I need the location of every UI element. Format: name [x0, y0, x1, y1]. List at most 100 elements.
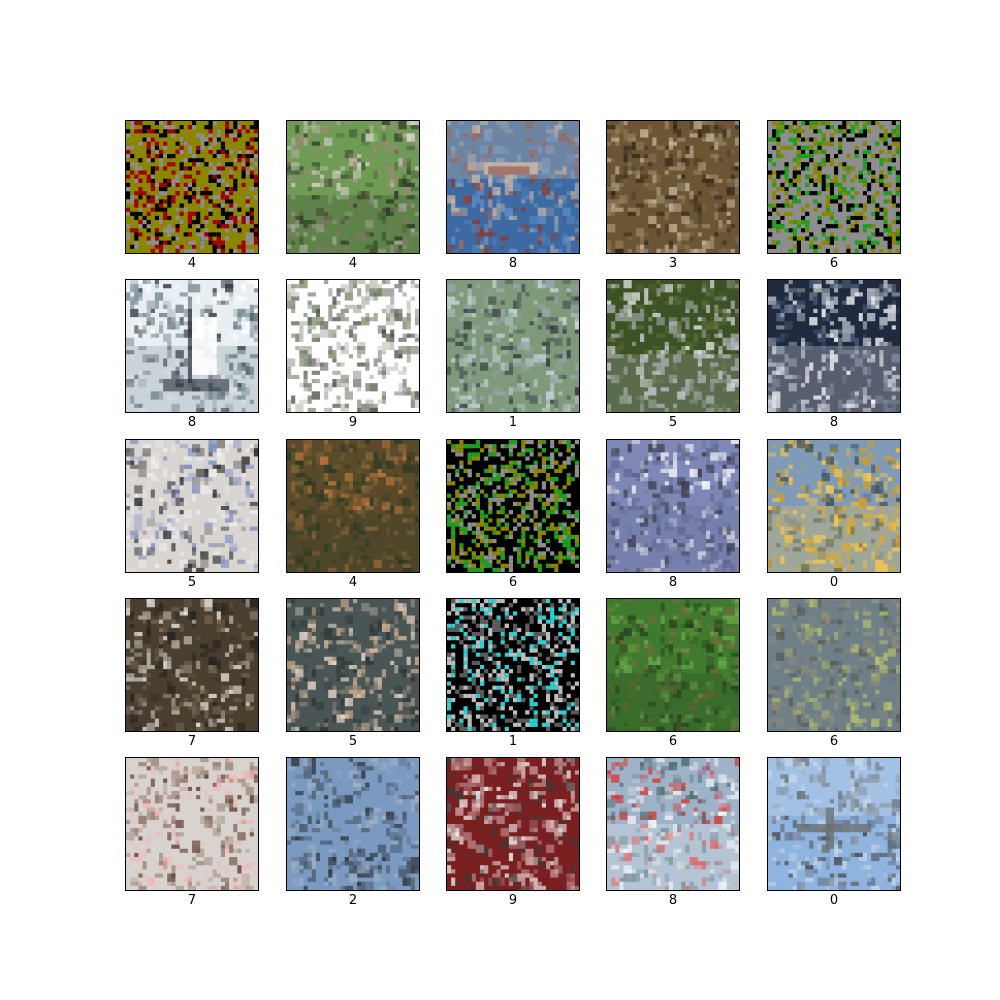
thumbnail-art	[768, 121, 900, 253]
image-class-label: 0	[829, 893, 839, 908]
thumbnail-art	[126, 599, 258, 731]
image-tile: 8	[446, 120, 580, 280]
image-class-label: 5	[187, 575, 197, 590]
thumbnail-art	[287, 440, 419, 572]
image-thumbnail	[125, 439, 259, 573]
image-class-label: 8	[187, 415, 197, 430]
image-thumbnail	[286, 439, 420, 573]
image-thumbnail	[446, 598, 580, 732]
image-tile: 8	[606, 439, 740, 599]
image-tile: 8	[767, 279, 901, 439]
image-thumbnail	[286, 279, 420, 413]
thumbnail-art	[287, 599, 419, 731]
image-tile: 6	[606, 598, 740, 758]
thumbnail-art	[447, 758, 579, 890]
image-thumbnail	[606, 757, 740, 891]
image-tile: 1	[446, 598, 580, 758]
image-class-label: 8	[508, 256, 518, 271]
image-thumbnail	[286, 598, 420, 732]
image-thumbnail	[606, 120, 740, 254]
image-thumbnail	[125, 120, 259, 254]
image-thumbnail	[125, 279, 259, 413]
image-tile: 6	[767, 598, 901, 758]
image-class-label: 5	[668, 415, 678, 430]
image-thumbnail	[286, 120, 420, 254]
image-thumbnail	[767, 120, 901, 254]
thumbnail-art	[768, 280, 900, 412]
thumbnail-art	[768, 440, 900, 572]
thumbnail-art	[607, 280, 739, 412]
image-class-label: 8	[829, 415, 839, 430]
image-class-label: 6	[829, 734, 839, 749]
image-class-label: 1	[508, 415, 518, 430]
image-class-label: 5	[348, 734, 358, 749]
image-class-label: 1	[508, 734, 518, 749]
image-tile: 1	[446, 279, 580, 439]
image-tile: 5	[286, 598, 420, 758]
image-tile: 9	[286, 279, 420, 439]
image-tile: 8	[125, 279, 259, 439]
image-class-label: 6	[829, 256, 839, 271]
image-tile: 3	[606, 120, 740, 280]
image-thumbnail	[606, 279, 740, 413]
image-class-label: 4	[348, 256, 358, 271]
image-class-label: 7	[187, 734, 197, 749]
image-thumbnail	[446, 279, 580, 413]
image-tile: 5	[606, 279, 740, 439]
image-tile: 4	[125, 120, 259, 280]
thumbnail-art	[126, 121, 258, 253]
image-tile: 4	[286, 120, 420, 280]
image-tile: 6	[767, 120, 901, 280]
image-thumbnail	[446, 757, 580, 891]
image-tile: 4	[286, 439, 420, 599]
image-thumbnail	[286, 757, 420, 891]
image-tile: 0	[767, 439, 901, 599]
thumbnail-art	[126, 280, 258, 412]
thumbnail-art	[607, 440, 739, 572]
thumbnail-art	[126, 758, 258, 890]
image-class-label: 7	[187, 893, 197, 908]
image-tile: 0	[767, 757, 901, 917]
image-class-label: 6	[508, 575, 518, 590]
image-thumbnail	[767, 757, 901, 891]
image-class-label: 8	[668, 893, 678, 908]
image-thumbnail	[446, 439, 580, 573]
thumbnail-art	[607, 758, 739, 890]
thumbnail-art	[768, 758, 900, 890]
image-tile: 6	[446, 439, 580, 599]
image-class-label: 4	[348, 575, 358, 590]
image-thumbnail	[767, 279, 901, 413]
image-tile: 9	[446, 757, 580, 917]
thumbnail-art	[287, 758, 419, 890]
image-thumbnail	[606, 598, 740, 732]
thumbnail-art	[607, 121, 739, 253]
image-tile: 5	[125, 439, 259, 599]
thumbnail-art	[126, 440, 258, 572]
image-thumbnail	[767, 598, 901, 732]
image-thumbnail	[125, 598, 259, 732]
image-class-label: 0	[829, 575, 839, 590]
thumbnail-art	[447, 599, 579, 731]
image-thumbnail	[606, 439, 740, 573]
image-class-label: 9	[348, 415, 358, 430]
thumbnail-art	[287, 280, 419, 412]
image-class-label: 4	[187, 256, 197, 271]
image-class-label: 8	[668, 575, 678, 590]
image-class-label: 9	[508, 893, 518, 908]
image-tile: 8	[606, 757, 740, 917]
image-class-label: 2	[348, 893, 358, 908]
image-thumbnail	[767, 439, 901, 573]
thumbnail-art	[447, 121, 579, 253]
thumbnail-art	[447, 440, 579, 572]
thumbnail-art	[607, 599, 739, 731]
image-thumbnail	[125, 757, 259, 891]
image-tile: 7	[125, 757, 259, 917]
thumbnail-art	[447, 280, 579, 412]
image-tile: 7	[125, 598, 259, 758]
image-tile: 2	[286, 757, 420, 917]
thumbnail-art	[768, 599, 900, 731]
image-class-label: 3	[668, 256, 678, 271]
image-thumbnail	[446, 120, 580, 254]
image-class-label: 6	[668, 734, 678, 749]
